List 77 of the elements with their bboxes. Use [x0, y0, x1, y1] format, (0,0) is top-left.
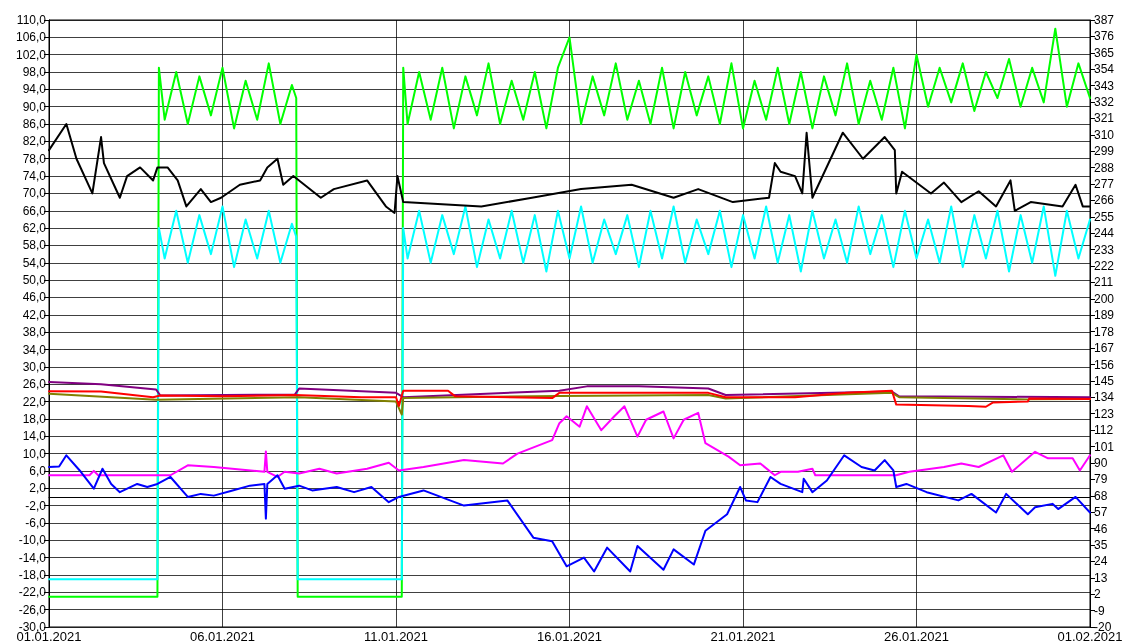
x-tick-label: 11.01.2021: [363, 629, 429, 643]
y-tick-label: 86,0: [22, 117, 47, 132]
y-tick-label: 106,0: [15, 30, 47, 45]
y-tick-label: 70,0: [22, 186, 47, 201]
y-tick-label: 22,0: [22, 394, 47, 409]
y2-tick-label: 46: [1094, 521, 1108, 536]
y-tick-label: -10,0: [18, 533, 47, 548]
y-tick-label: -18,0: [18, 567, 47, 582]
y-tick-label: 110,0: [16, 13, 47, 27]
y2-tick-label: 123: [1094, 406, 1115, 421]
y2-tick-label: 35: [1094, 537, 1108, 552]
y-tick-label: 62,0: [22, 221, 47, 236]
y-tick-label: 2,0: [29, 481, 47, 496]
y2-tick-label: 332: [1094, 95, 1115, 110]
y2-tick-label: 101: [1094, 439, 1115, 454]
y-tick-label: 18,0: [22, 411, 47, 426]
y-tick-label: 74,0: [22, 169, 47, 184]
y2-tick-label: 178: [1094, 324, 1115, 339]
y-tick-label: 42,0: [22, 307, 47, 322]
y2-tick-label: 24: [1094, 554, 1108, 569]
y2-tick-label: 310: [1094, 127, 1115, 142]
y-tick-label: 10,0: [22, 446, 47, 461]
y-tick-label: -14,0: [18, 550, 47, 565]
y2-tick-label: 343: [1094, 78, 1115, 93]
x-tick-label: 21.01.2021: [710, 629, 776, 643]
y2-tick-label: 365: [1094, 45, 1115, 60]
y-tick-label: 78,0: [22, 151, 47, 166]
y-tick-label: 94,0: [22, 82, 47, 97]
y-tick-label: 54,0: [22, 255, 47, 270]
y2-tick-label: 277: [1094, 177, 1115, 192]
y-tick-label: 90,0: [22, 99, 47, 114]
y2-tick-label: 211: [1094, 275, 1114, 290]
y2-tick-label: 134: [1094, 390, 1115, 405]
y2-tick-label: 222: [1094, 259, 1115, 274]
x-tick-label: 16.01.2021: [536, 629, 603, 643]
y2-tick-label: 13: [1094, 570, 1108, 585]
y-tick-label: 26,0: [22, 377, 47, 392]
y2-tick-label: 90: [1094, 455, 1108, 470]
y2-tick-label: 321: [1094, 111, 1115, 126]
y-tick-label: -2,0: [25, 498, 47, 513]
y-tick-label: 14,0: [22, 429, 47, 444]
y2-tick-label: 68: [1094, 488, 1108, 503]
y-tick-label: 102,0: [15, 47, 47, 62]
y-tick-label: -26,0: [18, 602, 47, 617]
y-tick-label: -6,0: [25, 515, 47, 530]
y-tick-label: 50,0: [22, 273, 47, 288]
y2-tick-label: 200: [1094, 291, 1115, 306]
y2-tick-label: 79: [1094, 472, 1108, 487]
y-tick-label: 30,0: [22, 359, 47, 374]
y2-tick-label: 255: [1094, 209, 1115, 224]
y2-tick-label: 233: [1094, 242, 1115, 257]
y2-tick-label: 244: [1094, 226, 1115, 241]
y-tick-label: -22,0: [18, 585, 47, 600]
y-tick-label: 82,0: [22, 134, 47, 149]
y-tick-label: 6,0: [29, 463, 47, 478]
y2-tick-label: 112: [1094, 423, 1114, 438]
y2-tick-label: 266: [1094, 193, 1115, 208]
y2-tick-label: 288: [1094, 160, 1115, 175]
y2-tick-label: 376: [1094, 29, 1115, 44]
y-tick-label: 34,0: [22, 342, 47, 357]
y2-tick-label: -9: [1094, 603, 1105, 618]
y-tick-label: 66,0: [22, 203, 47, 218]
x-tick-label: 26.01.2021: [883, 629, 950, 643]
y2-tick-label: 156: [1094, 357, 1115, 372]
y2-tick-label: 145: [1094, 373, 1115, 388]
y2-tick-label: 167: [1094, 341, 1115, 356]
y-tick-label: 98,0: [22, 65, 47, 80]
y-tick-label: 58,0: [22, 238, 47, 253]
y2-tick-label: 387: [1094, 13, 1115, 27]
y2-tick-label: 57: [1094, 505, 1108, 520]
x-tick-label: 06.01.2021: [189, 629, 256, 643]
y2-tick-label: 354: [1094, 62, 1115, 77]
y-tick-label: 46,0: [22, 290, 47, 305]
y2-tick-label: 299: [1094, 144, 1115, 159]
y-tick-label: 38,0: [22, 325, 47, 340]
y2-tick-label: 189: [1094, 308, 1115, 323]
y2-tick-label: 2: [1094, 587, 1101, 602]
